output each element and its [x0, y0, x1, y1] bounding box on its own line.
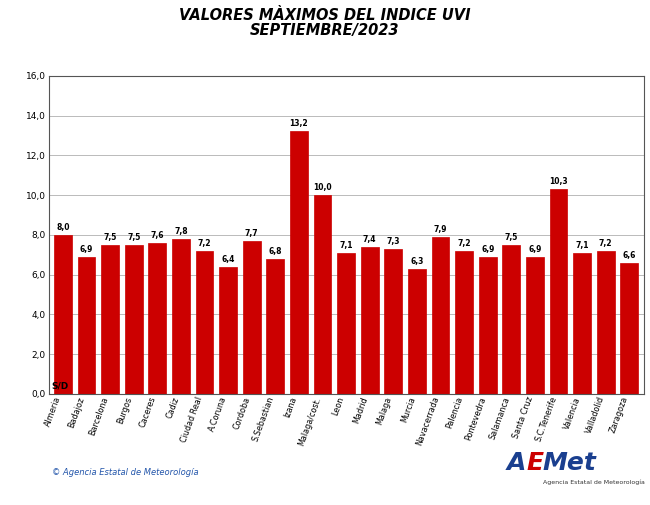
Bar — [621, 263, 638, 394]
Bar — [526, 257, 544, 394]
Text: 6,8: 6,8 — [268, 247, 282, 256]
Text: 7,3: 7,3 — [387, 237, 400, 246]
Text: S/D: S/D — [51, 381, 68, 390]
Bar — [479, 257, 497, 394]
Bar — [455, 251, 473, 394]
Text: 7,4: 7,4 — [363, 235, 376, 244]
Text: 10,3: 10,3 — [549, 177, 568, 186]
Bar — [148, 243, 166, 394]
Text: 6,3: 6,3 — [410, 257, 424, 266]
Bar — [385, 249, 402, 394]
Bar — [573, 252, 591, 394]
Text: 7,5: 7,5 — [504, 233, 518, 242]
Text: 8,0: 8,0 — [56, 223, 70, 232]
Text: 6,9: 6,9 — [80, 245, 93, 254]
Text: Met: Met — [543, 450, 597, 475]
Text: 6,9: 6,9 — [481, 245, 495, 254]
Text: E: E — [526, 450, 543, 475]
Text: A: A — [507, 450, 526, 475]
Text: 6,6: 6,6 — [623, 250, 636, 260]
Text: 7,1: 7,1 — [575, 241, 589, 250]
Bar — [266, 259, 284, 394]
Text: VALORES MÀXIMOS DEL INDICE UVI: VALORES MÀXIMOS DEL INDICE UVI — [179, 8, 471, 23]
Text: 7,6: 7,6 — [151, 231, 164, 240]
Text: 10,0: 10,0 — [313, 183, 332, 192]
Text: 13,2: 13,2 — [290, 120, 308, 128]
Bar — [502, 245, 520, 394]
Text: 7,9: 7,9 — [434, 225, 447, 234]
Bar — [314, 195, 332, 394]
Text: 7,2: 7,2 — [458, 239, 471, 248]
Bar — [361, 247, 378, 394]
Text: 7,2: 7,2 — [599, 239, 612, 248]
Bar — [243, 241, 261, 394]
Text: © Agencia Estatal de Meteorología: © Agencia Estatal de Meteorología — [52, 468, 199, 477]
Text: 6,9: 6,9 — [528, 245, 541, 254]
Bar — [432, 237, 449, 394]
Bar — [408, 269, 426, 394]
Bar — [172, 239, 190, 394]
Text: Agencia Estatal de Meteorología: Agencia Estatal de Meteorología — [543, 479, 645, 485]
Text: 7,5: 7,5 — [103, 233, 117, 242]
Text: 7,7: 7,7 — [245, 229, 259, 238]
Text: SEPTIEMBRE/2023: SEPTIEMBRE/2023 — [250, 23, 400, 38]
Text: 7,2: 7,2 — [198, 239, 211, 248]
Bar — [550, 189, 567, 394]
Bar — [101, 245, 119, 394]
Bar — [219, 267, 237, 394]
Bar — [290, 131, 307, 394]
Bar — [54, 235, 72, 394]
Text: 7,8: 7,8 — [174, 227, 188, 236]
Bar — [597, 251, 615, 394]
Text: 6,4: 6,4 — [222, 255, 235, 264]
Bar — [125, 245, 142, 394]
Bar — [196, 251, 213, 394]
Bar — [77, 257, 96, 394]
Bar — [337, 252, 355, 394]
Text: 7,5: 7,5 — [127, 233, 140, 242]
Text: 7,1: 7,1 — [339, 241, 353, 250]
